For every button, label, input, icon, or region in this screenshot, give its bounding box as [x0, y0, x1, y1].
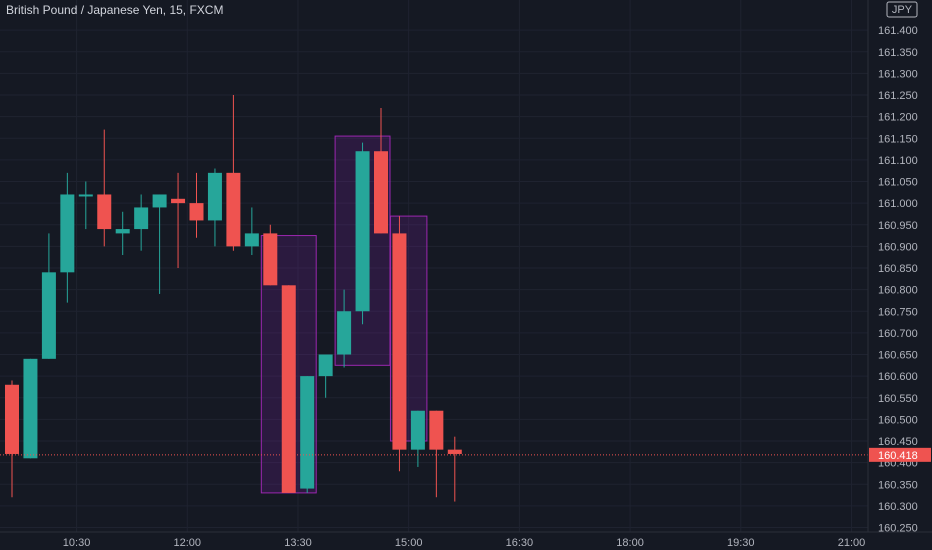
candle-body	[410, 410, 425, 450]
candles	[5, 95, 462, 502]
price-tick-label: 160.550	[878, 393, 918, 405]
price-tick-label: 160.650	[878, 350, 918, 362]
time-tick-label: 18:00	[616, 537, 644, 549]
price-tick-label: 160.350	[878, 479, 918, 491]
candle-down[interactable]	[392, 216, 407, 472]
chart-title: British Pound / Japanese Yen, 15, FXCM	[6, 3, 223, 17]
price-tick-label: 161.100	[878, 155, 918, 167]
candle-body	[226, 172, 241, 247]
candle-down[interactable]	[97, 129, 112, 247]
currency-badge[interactable]: JPY	[886, 1, 918, 18]
candle-body	[337, 311, 352, 355]
price-tick-label: 160.900	[878, 241, 918, 253]
candle-down[interactable]	[226, 95, 241, 251]
candle-down[interactable]	[447, 436, 462, 502]
candle-body	[300, 376, 315, 489]
candle-body	[60, 194, 75, 273]
price-tick-label: 160.750	[878, 306, 918, 318]
candle-body	[115, 229, 130, 234]
time-axis-background	[0, 532, 932, 550]
candle-down[interactable]	[171, 172, 186, 268]
candle-body	[78, 194, 93, 197]
time-axis[interactable]: 10:30 12:00 13:30 15:00 16:30 18:00 19:30 21:00	[0, 531, 932, 550]
candle-down[interactable]	[263, 224, 278, 286]
price-tick-label: 160.700	[878, 328, 918, 340]
price-tick-label: 160.850	[878, 263, 918, 275]
time-tick-label: 10:30	[63, 537, 91, 549]
time-tick-label: 15:00	[395, 537, 423, 549]
candle-body	[392, 233, 407, 450]
candle-up[interactable]	[410, 410, 425, 467]
candle-body	[5, 384, 19, 454]
time-tick-label: 16:30	[506, 537, 534, 549]
candle-up[interactable]	[355, 142, 370, 325]
candle-body	[355, 151, 370, 312]
currency-badge-box	[886, 1, 918, 18]
candle-up[interactable]	[78, 181, 93, 230]
candle-body	[447, 449, 462, 454]
candle-body	[207, 172, 222, 221]
price-axis[interactable]: 161.400 161.350 161.300 161.250 161.200 161.1…	[867, 0, 932, 535]
price-tick-label: 161.200	[878, 112, 918, 124]
candle-body	[189, 203, 204, 221]
candle-up[interactable]	[134, 194, 149, 251]
candle-up[interactable]	[244, 207, 259, 256]
candle-up[interactable]	[207, 168, 222, 247]
candle-body	[41, 272, 56, 359]
candle-body	[171, 198, 186, 204]
price-tick-label: 161.350	[878, 47, 918, 59]
price-tick-label: 161.150	[878, 133, 918, 145]
candle-up[interactable]	[23, 358, 38, 459]
last-price-value: 160.418	[878, 450, 918, 462]
candle-body	[152, 194, 167, 208]
time-tick-label: 13:30	[284, 537, 312, 549]
price-tick-label: 161.300	[878, 68, 918, 80]
candle-down[interactable]	[189, 172, 204, 238]
candle-body	[134, 207, 149, 230]
candle-up[interactable]	[337, 289, 352, 368]
candle-body	[97, 194, 112, 230]
candle-down[interactable]	[374, 107, 388, 234]
time-tick-label: 21:00	[838, 537, 866, 549]
candle-down[interactable]	[281, 285, 296, 493]
candle-up[interactable]	[60, 172, 75, 303]
last-price-badge	[869, 447, 931, 462]
price-tick-label: 160.500	[878, 414, 918, 426]
candle-up[interactable]	[115, 211, 130, 256]
time-tick-label: 19:30	[727, 537, 755, 549]
grid-layer	[0, 0, 868, 532]
price-tick-label: 160.800	[878, 285, 918, 297]
price-axis-background	[868, 0, 932, 532]
candle-body	[23, 358, 38, 459]
candle-body	[263, 233, 278, 286]
candle-body	[318, 354, 333, 377]
last-price-label: 160.418	[869, 447, 931, 462]
candle-up[interactable]	[318, 354, 333, 398]
price-tick-label: 161.400	[878, 25, 918, 37]
price-tick-label: 161.050	[878, 177, 918, 189]
candle-body	[429, 410, 444, 450]
price-tick-label: 160.600	[878, 371, 918, 383]
candle-body	[374, 151, 388, 234]
price-tick-label: 160.300	[878, 501, 918, 513]
candle-body	[281, 285, 296, 493]
candle-up[interactable]	[300, 376, 315, 493]
candle-down[interactable]	[429, 410, 444, 498]
price-tick-label: 161.250	[878, 90, 918, 102]
price-tick-label: 160.950	[878, 220, 918, 232]
candle-up[interactable]	[152, 194, 167, 294]
time-tick-label: 12:00	[174, 537, 202, 549]
candle-down[interactable]	[5, 380, 19, 498]
price-tick-label: 161.000	[878, 198, 918, 210]
candle-body	[244, 233, 259, 247]
price-tick-label: 160.450	[878, 436, 918, 448]
candle-up[interactable]	[41, 233, 56, 359]
currency-badge-label: JPY	[892, 4, 913, 16]
